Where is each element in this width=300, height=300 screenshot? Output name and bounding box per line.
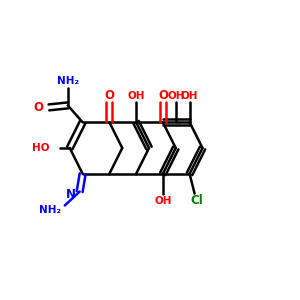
Text: OH: OH [128, 91, 145, 100]
Text: HO: HO [32, 143, 50, 153]
Text: OH: OH [167, 91, 184, 100]
Text: NH₂: NH₂ [39, 206, 61, 215]
Text: OH: OH [181, 91, 198, 100]
Text: NH₂: NH₂ [57, 76, 79, 85]
Text: N: N [66, 188, 76, 201]
Text: O: O [33, 101, 43, 114]
Text: Cl: Cl [190, 194, 203, 207]
Text: O: O [104, 89, 114, 102]
Text: OH: OH [154, 196, 172, 206]
Text: O: O [158, 89, 168, 102]
